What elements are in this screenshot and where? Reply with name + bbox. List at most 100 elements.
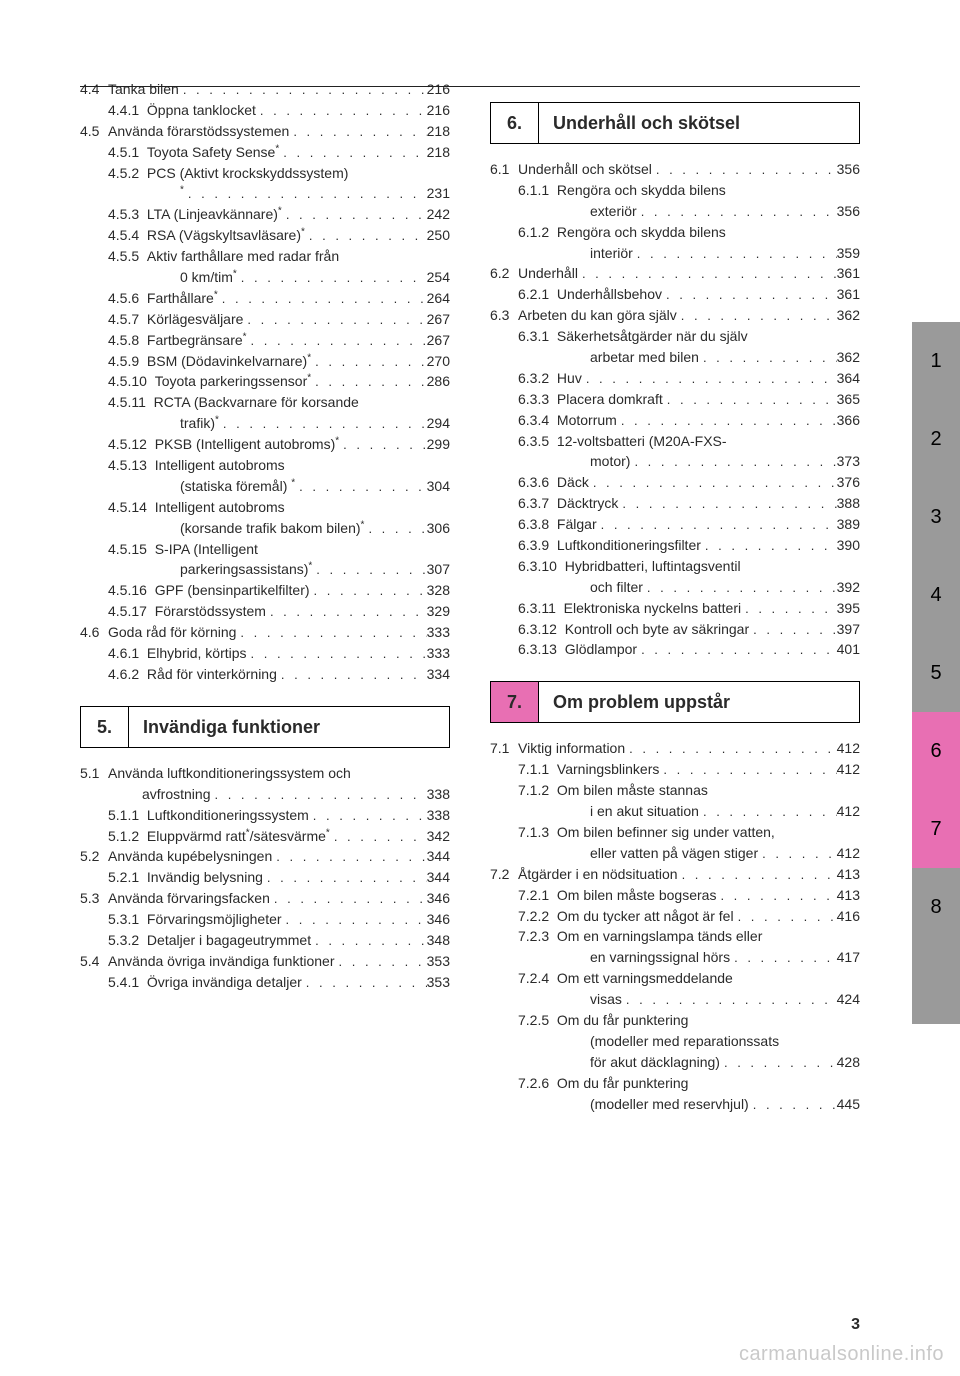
toc-page: 218 <box>427 122 450 141</box>
leader-dots: . . . . . . . . . . . . . . . . . . . . … <box>749 621 837 639</box>
leader-dots: . . . . . . . . . . . . . . . . . . . . … <box>741 600 837 618</box>
leader-dots: . . . . . . . . . . . . . . . . . . . . … <box>652 161 837 179</box>
toc-label: Om ett varningsmeddelande <box>557 969 733 988</box>
toc-number: 6.3.7 <box>518 494 557 513</box>
toc-label: för akut däcklagning) <box>590 1053 720 1072</box>
toc-entry: 7.1.1 Varningsblinkers. . . . . . . . . … <box>490 760 860 779</box>
toc-label: Eluppvärmd ratt*/sätesvärme* <box>147 827 330 846</box>
toc-label: Viktig information <box>518 739 625 758</box>
toc-page: 388 <box>837 494 860 513</box>
side-tab[interactable] <box>912 946 960 1024</box>
side-tab[interactable]: 7 <box>912 790 960 868</box>
leader-dots: . . . . . . . . . . . . . . . . . . . . … <box>295 478 426 496</box>
toc-page: 307 <box>427 560 450 579</box>
toc-entry: 6.3.4 Motorrum. . . . . . . . . . . . . … <box>490 411 860 430</box>
toc-entry: 6.1.2 Rengöra och skydda bilens <box>490 223 860 242</box>
toc-label: Använda övriga invändiga funktioner <box>108 952 335 971</box>
toc-label: Tanka bilen <box>108 80 179 99</box>
toc-entry: (korsande trafik bakom bilen)*. . . . . … <box>80 519 450 538</box>
toc-number: 7.2.3 <box>518 927 557 946</box>
toc-label: Använda luftkonditioneringssystem och <box>108 764 351 783</box>
toc-label: Använda förarstödssystemen <box>108 122 289 141</box>
toc-label: avfrostning <box>142 785 210 804</box>
leader-dots: . . . . . . . . . . . . . . . . . . . . … <box>364 520 426 538</box>
toc-number: 4.5.7 <box>108 310 147 329</box>
page-number: 3 <box>851 1316 860 1334</box>
side-tab[interactable]: 5 <box>912 634 960 712</box>
toc-entry: 4.6 Goda råd för körning. . . . . . . . … <box>80 623 450 642</box>
toc-page: 304 <box>427 477 450 496</box>
leader-dots: . . . . . . . . . . . . . . . . . . . . … <box>277 666 427 684</box>
toc-label: Invändig belysning <box>147 868 263 887</box>
leader-dots: . . . . . . . . . . . . . . . . . . . . … <box>311 353 427 371</box>
side-tab[interactable]: 4 <box>912 556 960 634</box>
toc-number: 6.3.8 <box>518 515 557 534</box>
toc-entry: 4.5.2 PCS (Aktivt krockskyddssystem) <box>80 164 450 183</box>
toc-number: 5.4.1 <box>108 973 147 992</box>
toc-entry: 7.2.6 Om du får punktering <box>490 1074 860 1093</box>
toc-entry: 7.2.4 Om ett varningsmeddelande <box>490 969 860 988</box>
leader-dots: . . . . . . . . . . . . . . . . . . . . … <box>305 227 427 245</box>
side-tab[interactable]: 1 <box>912 322 960 400</box>
toc-number: 7.2.6 <box>518 1074 557 1093</box>
toc-label: trafik)* <box>180 414 219 433</box>
toc-page: 353 <box>427 973 450 992</box>
toc-entry: interiör. . . . . . . . . . . . . . . . … <box>490 244 860 263</box>
side-tab[interactable]: 6 <box>912 712 960 790</box>
toc-entry: 4.5.17 Förarstödssystem. . . . . . . . .… <box>80 602 450 621</box>
toc-entry: 4.5.1 Toyota Safety Sense*. . . . . . . … <box>80 143 450 162</box>
toc-page: 333 <box>427 623 450 642</box>
section-heading: 7.Om problem uppstår <box>490 681 860 723</box>
toc-number: 4.5.12 <box>108 435 155 454</box>
toc-page: 346 <box>427 889 450 908</box>
toc-page: 328 <box>427 581 450 600</box>
toc-entry: 0 km/tim*. . . . . . . . . . . . . . . .… <box>80 268 450 287</box>
toc-entry: 4.5.16 GPF (bensinpartikelfilter). . . .… <box>80 581 450 600</box>
toc-number: 4.6.1 <box>108 644 147 663</box>
leader-dots: . . . . . . . . . . . . . . . . . . . . … <box>236 624 426 642</box>
section-heading: 5.Invändiga funktioner <box>80 706 450 748</box>
toc-number: 4.5.16 <box>108 581 155 600</box>
toc-label: Om bilen måste bogseras <box>557 886 717 905</box>
leader-dots: . . . . . . . . . . . . . . . . . . . . … <box>218 290 427 308</box>
leader-dots: . . . . . . . . . . . . . . . . . . . . … <box>637 203 837 221</box>
toc-label: 0 km/tim* <box>180 268 237 287</box>
toc-number: 4.5.13 <box>108 456 155 475</box>
toc-page: 218 <box>427 143 450 162</box>
leader-dots: . . . . . . . . . . . . . . . . . . . . … <box>312 561 426 579</box>
leader-dots: . . . . . . . . . . . . . . . . . . . . … <box>339 436 427 454</box>
toc-page: 353 <box>427 952 450 971</box>
toc-entry: 6.3.8 Fälgar. . . . . . . . . . . . . . … <box>490 515 860 534</box>
toc-page: 390 <box>837 536 860 555</box>
side-tab[interactable]: 2 <box>912 400 960 478</box>
toc-entry: arbetar med bilen. . . . . . . . . . . .… <box>490 348 860 367</box>
toc-label: LTA (Linjeavkännare)* <box>147 205 282 224</box>
toc-page: 428 <box>837 1053 860 1072</box>
side-tab[interactable]: 8 <box>912 868 960 946</box>
leader-dots: . . . . . . . . . . . . . . . . . . . . … <box>663 391 837 409</box>
side-tabs: 12345678 <box>912 322 960 1024</box>
toc-entry: 4.4 Tanka bilen. . . . . . . . . . . . .… <box>80 80 450 99</box>
right-column: 6.Underhåll och skötsel6.1 Underhåll och… <box>490 80 860 1115</box>
toc-page: 412 <box>837 844 860 863</box>
toc-label: Rengöra och skydda bilens <box>557 181 726 200</box>
section-title: Underhåll och skötsel <box>539 103 859 143</box>
toc-page: 412 <box>837 739 860 758</box>
side-tab[interactable]: 3 <box>912 478 960 556</box>
section-title: Om problem uppstår <box>539 682 859 722</box>
leader-dots: . . . . . . . . . . . . . . . . . . . . … <box>699 803 837 821</box>
toc-page: 250 <box>427 226 450 245</box>
toc-label: Elhybrid, körtips <box>147 644 247 663</box>
leader-dots: . . . . . . . . . . . . . . . . . . . . … <box>335 953 427 971</box>
toc-entry: 5.4.1 Övriga invändiga detaljer. . . . .… <box>80 973 450 992</box>
toc-number: 4.5 <box>80 122 108 141</box>
toc-entry: 6.3.13 Glödlampor. . . . . . . . . . . .… <box>490 640 860 659</box>
toc-page: 412 <box>837 760 860 779</box>
toc-number: 7.1.1 <box>518 760 557 779</box>
leader-dots: . . . . . . . . . . . . . . . . . . . . … <box>578 265 837 283</box>
toc-entry: 7.1.2 Om bilen måste stannas <box>490 781 860 800</box>
toc-entry: för akut däcklagning). . . . . . . . . .… <box>490 1053 860 1072</box>
toc-label: Kontroll och byte av säkringar <box>565 620 749 639</box>
toc-entry: 4.5.10 Toyota parkeringssensor*. . . . .… <box>80 372 450 391</box>
leader-dots: . . . . . . . . . . . . . . . . . . . . … <box>279 144 426 162</box>
